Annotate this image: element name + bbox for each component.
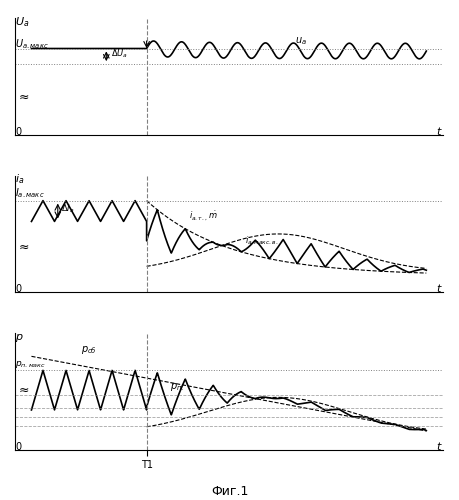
Text: ≈: ≈ — [18, 240, 29, 254]
Text: $u_а$: $u_а$ — [295, 36, 307, 47]
Text: $\Delta I_а$: $\Delta I_а$ — [61, 202, 74, 214]
Text: $i_{а.т.,}\,\dot{m}$: $i_{а.т.,}\,\dot{m}$ — [190, 210, 219, 222]
Text: 0: 0 — [15, 284, 21, 294]
Text: ≈: ≈ — [18, 384, 29, 396]
Text: $i_{а.макс.в.}$: $i_{а.макс.в.}$ — [246, 235, 279, 248]
Text: ≈: ≈ — [18, 90, 29, 104]
Text: $i_а$: $i_а$ — [15, 172, 24, 186]
Text: $t$: $t$ — [436, 440, 443, 452]
Text: $p_{п.макс}$: $p_{п.макс}$ — [15, 358, 46, 370]
Text: $I_{а.макс}$: $I_{а.макс}$ — [15, 186, 45, 200]
Text: $p$: $p$ — [15, 332, 23, 344]
Text: $\Delta U_а$: $\Delta U_а$ — [111, 48, 129, 60]
Text: $p_{сб}$: $p_{сб}$ — [81, 344, 97, 355]
Text: Фиг.1: Фиг.1 — [211, 485, 248, 498]
Text: $t$: $t$ — [436, 125, 443, 137]
Text: $p_{п.}$: $p_{п.}$ — [170, 381, 184, 393]
Text: 0: 0 — [15, 442, 21, 452]
Text: $U_{а.макс}$: $U_{а.макс}$ — [15, 37, 49, 51]
Text: $t$: $t$ — [436, 282, 443, 294]
Text: 0: 0 — [15, 127, 21, 137]
Text: $U_а$: $U_а$ — [15, 15, 29, 29]
